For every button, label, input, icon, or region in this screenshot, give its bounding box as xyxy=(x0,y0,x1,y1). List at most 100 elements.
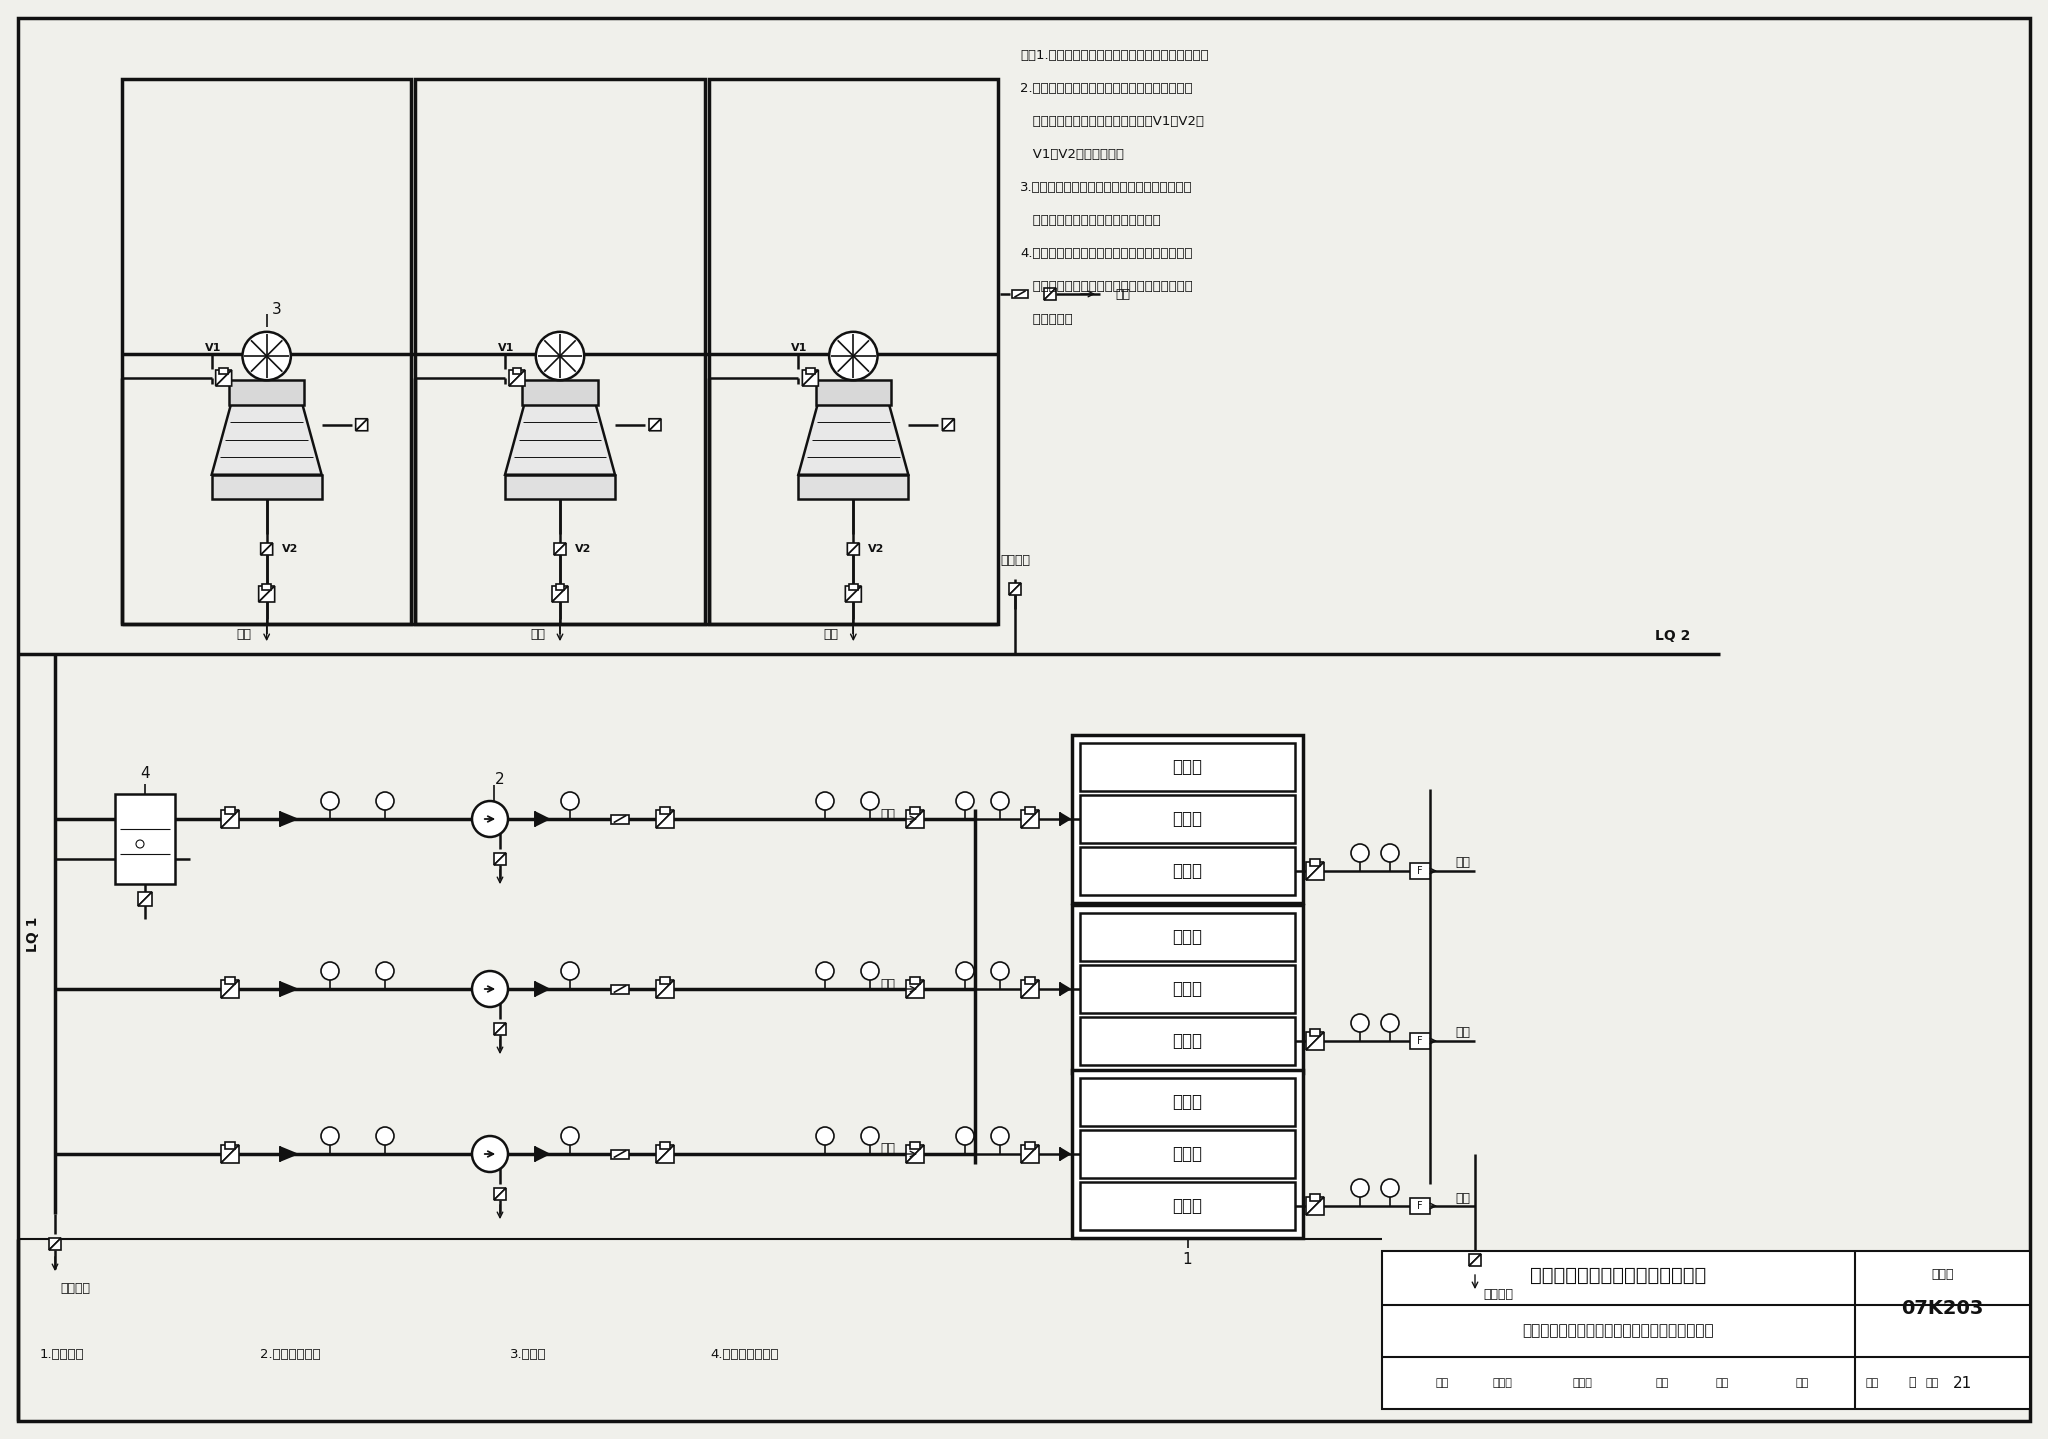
Polygon shape xyxy=(221,980,240,999)
Text: 页: 页 xyxy=(1909,1377,1917,1390)
Bar xyxy=(1071,905,1303,1073)
Text: 冬季泄水: 冬季泄水 xyxy=(59,1282,90,1295)
Text: 设计: 设计 xyxy=(1866,1379,1878,1389)
Polygon shape xyxy=(356,419,369,430)
Circle shape xyxy=(956,791,975,810)
Polygon shape xyxy=(535,981,549,996)
Circle shape xyxy=(1352,1179,1368,1197)
Bar xyxy=(610,814,629,823)
Polygon shape xyxy=(942,419,954,430)
Polygon shape xyxy=(281,1147,297,1161)
Polygon shape xyxy=(1022,810,1038,827)
Bar xyxy=(1079,1181,1294,1230)
Text: V1: V1 xyxy=(791,342,807,353)
Polygon shape xyxy=(1010,583,1022,594)
Text: 冷水: 冷水 xyxy=(881,1143,895,1156)
Circle shape xyxy=(956,1127,975,1145)
Bar xyxy=(1079,1017,1294,1065)
Text: 1: 1 xyxy=(1182,1252,1192,1268)
Polygon shape xyxy=(1307,1032,1323,1050)
Text: 吸收器: 吸收器 xyxy=(1174,758,1202,776)
Polygon shape xyxy=(1022,1145,1038,1163)
Polygon shape xyxy=(905,980,924,999)
Bar xyxy=(1311,1029,1321,1036)
Text: 冷水: 冷水 xyxy=(1454,1026,1470,1039)
Circle shape xyxy=(815,1127,834,1145)
Text: V1: V1 xyxy=(498,342,514,353)
Text: LQ 1: LQ 1 xyxy=(27,917,41,951)
Text: 1.冷水机组: 1.冷水机组 xyxy=(41,1347,84,1360)
Bar xyxy=(1311,1194,1321,1202)
Polygon shape xyxy=(905,810,924,827)
Polygon shape xyxy=(655,1145,674,1163)
Text: 冷凝器: 冷凝器 xyxy=(1174,862,1202,881)
Text: 图集号: 图集号 xyxy=(1931,1269,1954,1282)
Circle shape xyxy=(1380,845,1399,862)
Polygon shape xyxy=(258,586,274,602)
Polygon shape xyxy=(846,586,862,602)
Circle shape xyxy=(561,1127,580,1145)
Polygon shape xyxy=(137,892,152,907)
Polygon shape xyxy=(535,812,549,826)
Circle shape xyxy=(377,963,393,980)
Text: 3.所有开关型电动阀均与相应的制冷设备联锁，: 3.所有开关型电动阀均与相应的制冷设备联锁， xyxy=(1020,181,1192,194)
Polygon shape xyxy=(221,810,240,827)
Bar xyxy=(1409,1199,1430,1215)
Bar xyxy=(1071,735,1303,904)
Polygon shape xyxy=(494,853,506,865)
Polygon shape xyxy=(1044,288,1057,299)
Text: 分能泄空。: 分能泄空。 xyxy=(1020,314,1073,327)
Circle shape xyxy=(956,963,975,980)
Circle shape xyxy=(471,1135,508,1171)
Text: 冬季泄水: 冬季泄水 xyxy=(999,554,1030,567)
Polygon shape xyxy=(1307,862,1323,881)
Text: 蒸发器: 蒸发器 xyxy=(1174,810,1202,827)
Text: 4: 4 xyxy=(139,767,150,781)
Polygon shape xyxy=(553,586,567,602)
Text: 07K203: 07K203 xyxy=(1901,1299,1985,1318)
Polygon shape xyxy=(1307,862,1323,881)
Circle shape xyxy=(471,971,508,1007)
Text: 泄水: 泄水 xyxy=(530,627,545,640)
Text: LQ 2: LQ 2 xyxy=(1655,629,1690,643)
Polygon shape xyxy=(649,419,662,430)
Text: 吸收器: 吸收器 xyxy=(1174,928,1202,945)
Text: 校对: 校对 xyxy=(1655,1379,1669,1389)
Bar xyxy=(219,367,227,374)
Bar xyxy=(1071,1071,1303,1238)
Bar xyxy=(909,977,920,984)
Text: 蒸发器: 蒸发器 xyxy=(1174,980,1202,999)
Bar xyxy=(709,79,997,625)
Text: 康清: 康清 xyxy=(1716,1379,1729,1389)
Circle shape xyxy=(322,963,340,980)
Text: 泄水: 泄水 xyxy=(238,627,252,640)
Text: 泄水: 泄水 xyxy=(823,627,838,640)
Text: 蒸发器: 蒸发器 xyxy=(1174,1145,1202,1163)
Bar xyxy=(1079,912,1294,961)
Polygon shape xyxy=(215,370,231,386)
Bar xyxy=(123,79,412,625)
Polygon shape xyxy=(803,370,819,386)
Polygon shape xyxy=(281,981,297,996)
Text: 2.冷却水循环泵: 2.冷却水循环泵 xyxy=(260,1347,322,1360)
Polygon shape xyxy=(494,853,506,865)
Bar xyxy=(850,584,858,590)
Circle shape xyxy=(1352,1014,1368,1032)
Bar xyxy=(659,1143,670,1150)
Circle shape xyxy=(1352,845,1368,862)
Text: 3.冷却塔: 3.冷却塔 xyxy=(510,1347,547,1360)
Bar xyxy=(1079,1078,1294,1125)
Polygon shape xyxy=(1061,813,1069,825)
Polygon shape xyxy=(494,1023,506,1035)
Polygon shape xyxy=(258,586,274,602)
Text: 3: 3 xyxy=(272,302,281,318)
Text: 伍小平: 伍小平 xyxy=(1493,1379,1511,1389)
Polygon shape xyxy=(555,543,565,555)
Polygon shape xyxy=(942,419,954,430)
Circle shape xyxy=(377,791,393,810)
Bar xyxy=(1311,859,1321,866)
Bar xyxy=(807,367,815,374)
Text: 审核: 审核 xyxy=(1436,1379,1448,1389)
Circle shape xyxy=(322,1127,340,1145)
Polygon shape xyxy=(281,812,297,826)
